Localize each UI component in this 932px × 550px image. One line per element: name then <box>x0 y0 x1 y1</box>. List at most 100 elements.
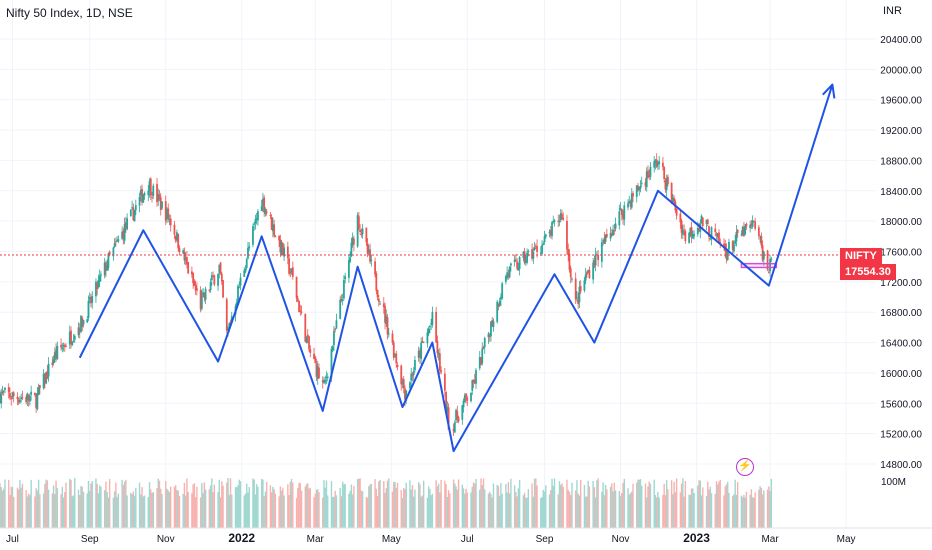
candle-body <box>387 333 390 335</box>
candle-body <box>71 341 74 346</box>
candle-body <box>461 405 464 420</box>
candle-body <box>87 300 90 318</box>
volume-bar <box>444 480 446 528</box>
volume-bar <box>343 484 345 528</box>
volume-bar <box>491 497 493 528</box>
volume-bar <box>350 484 353 528</box>
volume-bar <box>201 483 203 528</box>
y-tick-label: 16000.00 <box>880 369 922 380</box>
candle-body <box>517 267 520 270</box>
volume-bar <box>183 482 186 528</box>
volume-bar <box>579 479 582 528</box>
candle-body <box>492 320 495 328</box>
volume-bar <box>115 482 117 528</box>
candle-body <box>620 208 623 215</box>
candle-body <box>105 262 107 272</box>
candle-body <box>653 161 656 168</box>
candle-body <box>603 237 606 244</box>
candle-body <box>567 249 570 256</box>
volume-bar <box>97 493 100 528</box>
volume-bar <box>280 490 283 528</box>
volume-bar <box>543 491 546 528</box>
symbol-label: NIFTY <box>840 248 882 264</box>
volume-bar <box>21 483 24 528</box>
candle-body <box>131 207 133 209</box>
candle-body <box>401 381 404 385</box>
candle-body <box>157 193 160 201</box>
candle-body <box>90 297 92 304</box>
candle-body <box>548 231 551 234</box>
volume-bar <box>545 485 547 528</box>
candle-body <box>569 268 572 278</box>
volume-bar <box>130 492 132 528</box>
volume-bar <box>20 487 22 528</box>
candle-body <box>487 333 490 338</box>
candle-body <box>29 396 31 402</box>
volume-bar <box>227 478 229 528</box>
candle-body <box>718 232 720 243</box>
volume-bar <box>440 479 442 528</box>
candle-body <box>701 217 704 227</box>
volume-bar <box>384 492 386 528</box>
candle-body <box>440 370 443 373</box>
candle-body <box>30 391 33 395</box>
candle-body <box>561 214 563 220</box>
volume-bar <box>229 478 232 528</box>
candle-body <box>357 216 360 229</box>
volume-bar <box>96 483 98 528</box>
candle-body <box>523 251 526 264</box>
volume-bar <box>445 484 447 528</box>
candle-body <box>446 407 449 414</box>
candle-body <box>522 252 525 258</box>
candle-body <box>225 299 228 331</box>
candle-body <box>767 271 770 273</box>
volume-bar <box>0 487 2 528</box>
y-tick-label: 14800.00 <box>880 460 922 471</box>
volume-bar <box>116 497 118 528</box>
volume-bar <box>192 484 194 528</box>
volume-bar <box>653 479 655 528</box>
candle-body <box>98 275 101 282</box>
volume-bar <box>745 491 748 528</box>
volume-bar <box>140 494 142 528</box>
volume-bar <box>30 479 32 528</box>
candle-body <box>562 217 565 220</box>
volume-bar <box>323 480 325 528</box>
volume-bar <box>535 478 537 528</box>
volume-bar <box>689 494 692 528</box>
candle-body <box>740 234 743 236</box>
volume-bar <box>515 492 517 528</box>
candle-body <box>333 330 335 346</box>
candle-body <box>507 273 510 276</box>
volume-bar <box>667 489 669 528</box>
volume-bar <box>401 497 404 528</box>
candle-body <box>152 185 155 196</box>
y-tick-label: 19200.00 <box>880 126 922 137</box>
candle-body <box>526 252 528 263</box>
candle-body <box>72 340 75 342</box>
volume-bar <box>81 486 83 528</box>
candle-body <box>278 235 281 241</box>
candle-body <box>295 276 298 299</box>
candle-body <box>199 290 202 310</box>
candle-body <box>376 289 379 298</box>
x-tick-label: Mar <box>307 534 325 545</box>
volume-bar <box>98 485 101 528</box>
volume-bar <box>526 497 528 528</box>
volume-bar <box>480 478 482 528</box>
volume-bar <box>400 489 402 528</box>
arrow-head <box>822 83 836 99</box>
candle-body <box>452 428 455 432</box>
volume-bar <box>409 480 411 528</box>
volume-bar <box>597 478 599 528</box>
candle-body <box>65 346 67 348</box>
volume-bar <box>700 495 703 528</box>
candle-body <box>622 214 624 219</box>
volume-bar <box>247 492 249 528</box>
lightning-bolt-icon[interactable]: ⚡ <box>736 458 754 476</box>
candle-body <box>217 273 219 286</box>
volume-bar <box>160 488 162 528</box>
candle-body <box>527 250 530 252</box>
candle-body <box>498 300 501 306</box>
